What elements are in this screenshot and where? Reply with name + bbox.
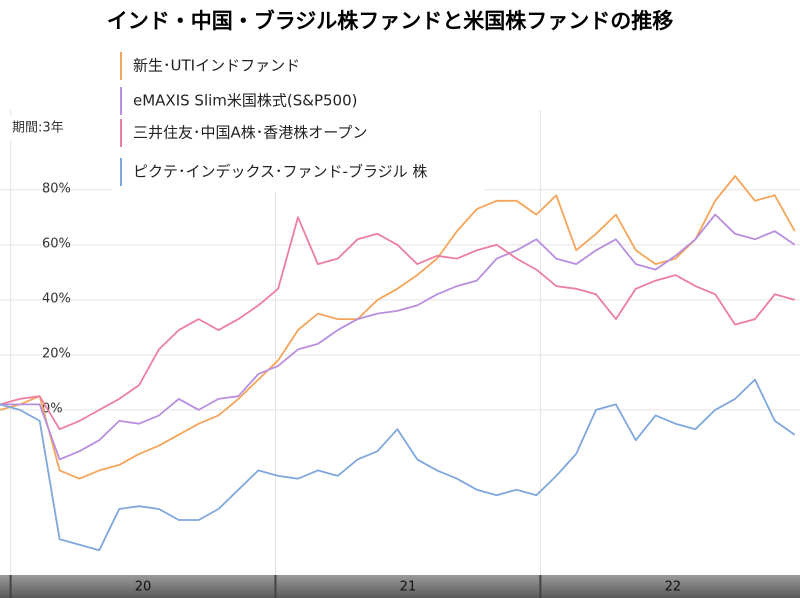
series-line	[0, 216, 795, 431]
series-line	[0, 175, 796, 480]
y-tick-label: 20%	[42, 346, 71, 361]
x-tick-label: 20	[135, 580, 152, 595]
series-line	[0, 213, 796, 461]
y-tick-label: 40%	[42, 291, 71, 306]
annotation: 期間:3年	[12, 121, 64, 136]
legend-label: 三井住友･中国A株･香港株オープン	[133, 124, 367, 142]
series-line	[0, 378, 796, 552]
legend-label: ピクテ･インデックス･ファンド-ブラジル 株	[133, 163, 427, 181]
x-tick-label: 21	[400, 580, 417, 595]
x-axis-bar	[0, 575, 800, 598]
legend-box	[112, 42, 484, 192]
y-tick-label: 0%	[42, 401, 63, 416]
annotation-box	[5, 115, 85, 141]
y-tick-label: 80%	[42, 181, 71, 196]
legend-label: eMAXIS Slim米国株式(S&P500)	[133, 92, 358, 110]
chart-title: インド・中国・ブラジル株ファンドと米国株ファンドの推移	[107, 9, 674, 33]
legend-label: 新生･UTIインドファンド	[133, 57, 300, 75]
x-tick-label: 22	[665, 580, 682, 595]
y-tick-label: 60%	[42, 236, 71, 251]
